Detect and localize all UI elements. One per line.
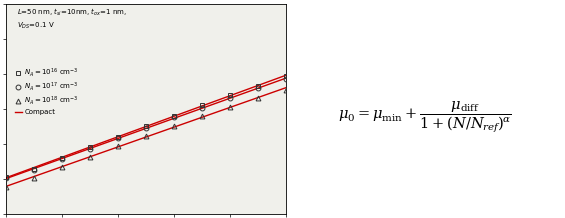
Text: $\mu_0 = \mu_{\rm min} + \dfrac{\mu_{\rm diff}}{1+\left(N/N_{ref}\right)^{\!\alp: $\mu_0 = \mu_{\rm min} + \dfrac{\mu_{\rm…	[337, 99, 511, 135]
Text: $L$=50 nm, $t_{si}$=10nm, $t_{ox}$=1 nm,
$V_{DS}$=0.1 V: $L$=50 nm, $t_{si}$=10nm, $t_{ox}$=1 nm,…	[17, 7, 127, 31]
Legend: $N_A$$=$$10^{16}$ cm$^{-3}$, $N_A$$=$$10^{17}$ cm$^{-3}$, $N_A$$=$$10^{18}$ cm$^: $N_A$$=$$10^{16}$ cm$^{-3}$, $N_A$$=$$10…	[15, 66, 79, 115]
